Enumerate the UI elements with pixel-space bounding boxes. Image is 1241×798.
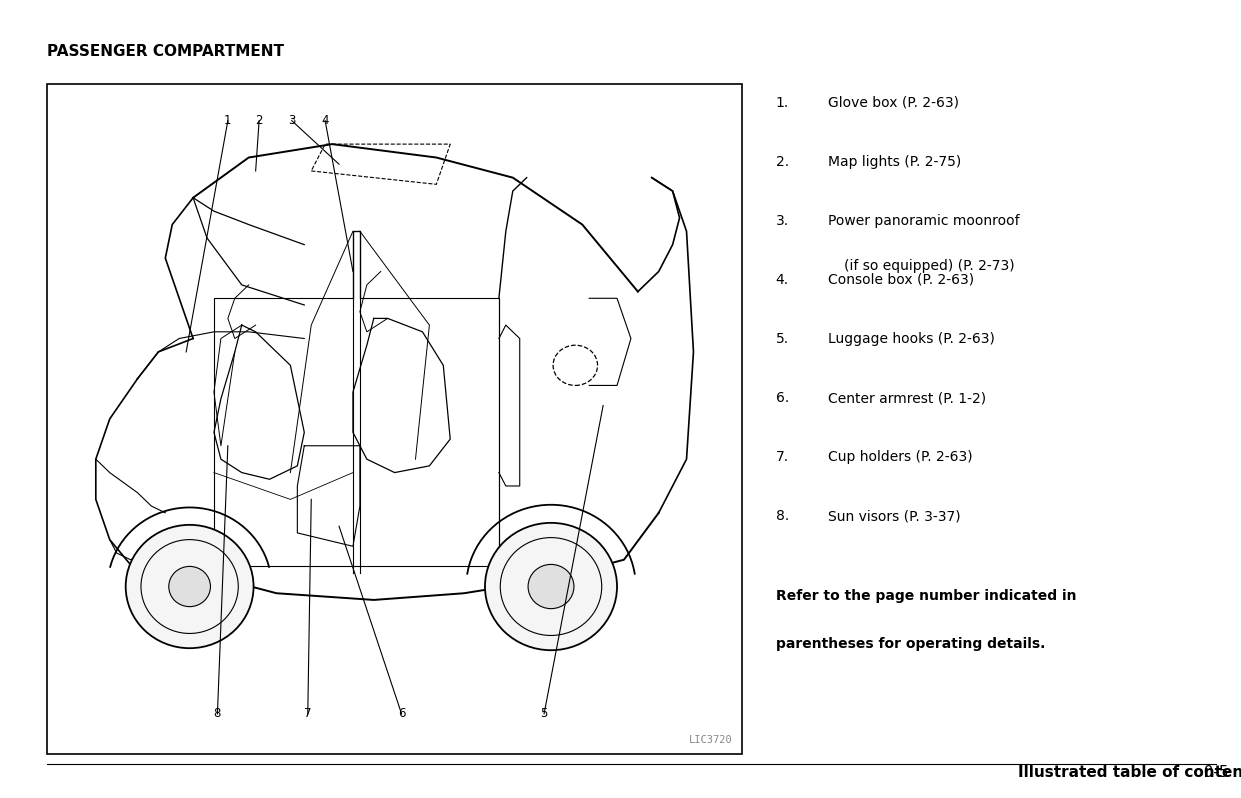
Text: 6: 6 bbox=[398, 707, 406, 721]
Text: 0-5: 0-5 bbox=[1194, 765, 1229, 780]
Ellipse shape bbox=[169, 567, 211, 606]
Text: Cup holders (P. 2-63): Cup holders (P. 2-63) bbox=[828, 450, 973, 464]
Text: Luggage hooks (P. 2-63): Luggage hooks (P. 2-63) bbox=[828, 332, 994, 346]
Text: PASSENGER COMPARTMENT: PASSENGER COMPARTMENT bbox=[47, 44, 284, 59]
Bar bbox=[47, 84, 742, 754]
Text: 4: 4 bbox=[321, 114, 329, 127]
Text: 4.: 4. bbox=[776, 273, 789, 287]
Text: Center armrest (P. 1-2): Center armrest (P. 1-2) bbox=[828, 391, 985, 405]
Ellipse shape bbox=[529, 564, 573, 609]
Text: 7: 7 bbox=[304, 707, 311, 721]
Text: 2: 2 bbox=[256, 114, 263, 127]
Text: Map lights (P. 2-75): Map lights (P. 2-75) bbox=[828, 155, 961, 169]
Text: 8.: 8. bbox=[776, 509, 789, 523]
Text: 1: 1 bbox=[225, 114, 232, 127]
Ellipse shape bbox=[485, 523, 617, 650]
Text: 6.: 6. bbox=[776, 391, 789, 405]
Text: (if so equipped) (P. 2-73): (if so equipped) (P. 2-73) bbox=[844, 259, 1014, 274]
Text: Illustrated table of contents: Illustrated table of contents bbox=[1018, 765, 1241, 780]
Text: LIC3720: LIC3720 bbox=[689, 734, 732, 745]
Text: Power panoramic moonroof: Power panoramic moonroof bbox=[828, 214, 1019, 228]
Text: 5: 5 bbox=[540, 707, 547, 721]
Text: Sun visors (P. 3-37): Sun visors (P. 3-37) bbox=[828, 509, 961, 523]
Text: 2.: 2. bbox=[776, 155, 789, 169]
Text: 3.: 3. bbox=[776, 214, 789, 228]
Text: Refer to the page number indicated in: Refer to the page number indicated in bbox=[776, 589, 1076, 603]
Text: parentheses for operating details.: parentheses for operating details. bbox=[776, 637, 1045, 651]
Text: 7.: 7. bbox=[776, 450, 789, 464]
Text: 8: 8 bbox=[213, 707, 221, 721]
Ellipse shape bbox=[125, 525, 253, 648]
Text: 1.: 1. bbox=[776, 96, 789, 110]
Text: Console box (P. 2-63): Console box (P. 2-63) bbox=[828, 273, 974, 287]
Text: 5.: 5. bbox=[776, 332, 789, 346]
Text: 3: 3 bbox=[288, 114, 295, 127]
Text: Glove box (P. 2-63): Glove box (P. 2-63) bbox=[828, 96, 959, 110]
